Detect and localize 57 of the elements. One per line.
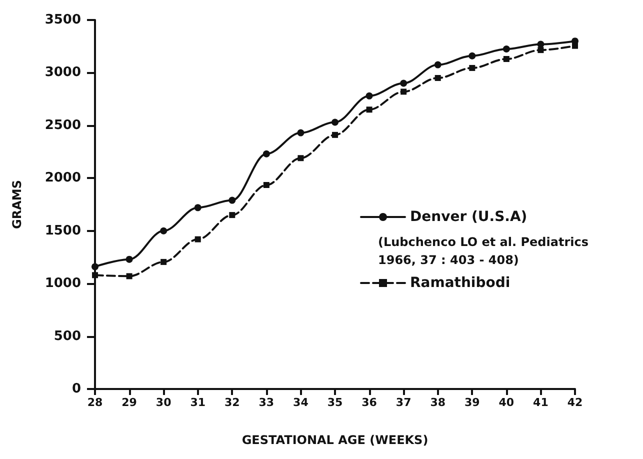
x-tick-label: 33	[258, 396, 274, 409]
x-tick-label: 41	[533, 396, 548, 409]
point	[400, 88, 407, 95]
point	[297, 129, 304, 136]
x-tick-label: 38	[430, 396, 446, 409]
x-tick-label: 31	[190, 396, 206, 409]
point	[160, 227, 168, 234]
y-tick-label: 3000	[44, 65, 81, 80]
y-tick-label: 2000	[44, 170, 81, 186]
x-tick-label: 35	[327, 396, 343, 409]
point	[262, 150, 270, 158]
y-tick-label: 500	[54, 328, 81, 344]
point	[194, 204, 202, 212]
legend-label: Ramathibodi	[410, 275, 510, 291]
point	[126, 273, 132, 280]
point	[160, 258, 167, 265]
annotation: (Lubchenco LO et al. Pediatrics 1966, 37 : 403 - 408)	[378, 235, 588, 267]
point	[503, 56, 510, 62]
point	[228, 196, 236, 204]
x-tick-label: 42	[567, 396, 583, 409]
point	[537, 40, 544, 48]
point	[502, 45, 510, 52]
point	[366, 106, 372, 113]
x-tick-label: 34	[293, 396, 309, 409]
y-tick-label: 1500	[44, 223, 81, 238]
point	[92, 272, 98, 278]
point	[572, 42, 578, 49]
y-tick-label: 1000	[44, 276, 81, 292]
x-tick-label: 28	[87, 396, 103, 409]
point	[469, 64, 476, 71]
point	[468, 52, 476, 60]
point	[92, 263, 98, 270]
x-tick-label: 29	[122, 396, 137, 409]
y-tick-label: 3500	[44, 12, 81, 28]
y-axis-title: GRAMS	[10, 180, 24, 229]
y-tick-label: 0	[72, 382, 81, 396]
point	[298, 155, 304, 162]
point	[263, 182, 270, 188]
point	[434, 74, 441, 81]
point	[194, 236, 201, 242]
x-tick-label: 32	[224, 396, 240, 409]
x-axis-title: GESTATIONAL AGE (WEEKS)	[242, 433, 428, 447]
point	[229, 212, 236, 218]
x-tick-label: 39	[464, 396, 480, 409]
point	[332, 132, 338, 138]
y-tick-label: 2500	[44, 118, 81, 133]
x-tick-label: 40	[498, 396, 514, 409]
legend-label: Denver (U.S.A)	[410, 209, 528, 225]
point	[126, 256, 133, 263]
point	[332, 118, 338, 126]
point	[400, 80, 408, 87]
point	[538, 47, 544, 54]
point	[434, 61, 442, 68]
x-tick-label: 37	[396, 396, 412, 409]
x-tick-label: 36	[362, 396, 378, 409]
point	[366, 92, 373, 100]
x-tick-label: 30	[156, 396, 172, 409]
